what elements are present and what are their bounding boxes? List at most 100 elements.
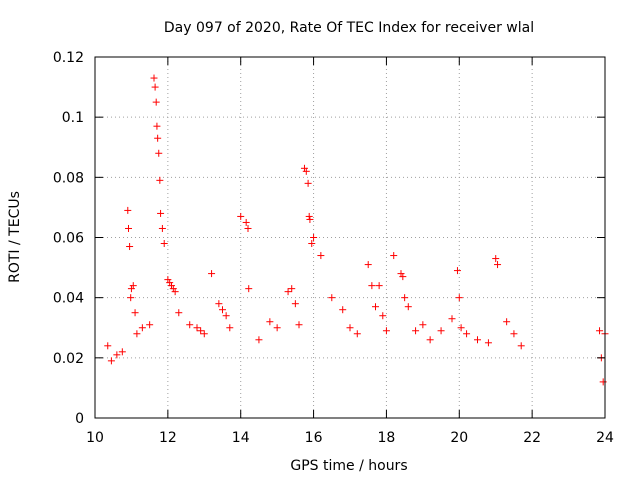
data-point <box>164 276 172 284</box>
data-point <box>364 261 372 269</box>
data-point <box>308 240 316 248</box>
x-tick-label: 22 <box>523 430 541 446</box>
data-point <box>306 215 314 223</box>
data-point <box>284 288 292 296</box>
data-point <box>175 309 183 317</box>
data-point <box>127 285 135 293</box>
data-point <box>375 282 383 290</box>
data-point <box>158 224 166 232</box>
data-point <box>453 267 461 275</box>
data-point <box>197 327 205 335</box>
data-point <box>599 378 607 386</box>
data-point <box>404 303 412 311</box>
x-tick-label: 24 <box>596 430 614 446</box>
data-point <box>346 324 354 332</box>
data-point <box>455 294 463 302</box>
data-point <box>168 282 175 290</box>
tick-labels: 10 12 14 16 18 20 22 24 0 0.02 0.04 0.06 0.08 0.1 0.12 <box>53 50 614 446</box>
data-point <box>151 83 159 91</box>
data-point <box>328 294 336 302</box>
data-point <box>353 330 361 338</box>
data-point <box>474 336 481 344</box>
data-point <box>368 282 376 290</box>
data-point <box>146 321 154 329</box>
data-point <box>503 318 511 326</box>
data-point <box>226 324 234 332</box>
x-tick-label: 16 <box>305 430 323 446</box>
x-tick-label: 14 <box>232 430 250 446</box>
data-point <box>379 312 387 320</box>
data-point <box>463 330 471 338</box>
data-point <box>222 312 230 320</box>
data-point <box>138 324 146 332</box>
data-point <box>437 327 445 335</box>
data-point <box>169 285 177 293</box>
data-point <box>193 324 201 332</box>
data-points <box>104 74 609 386</box>
data-point <box>125 224 133 232</box>
data-point <box>154 134 162 142</box>
chart-title: Day 097 of 2020, Rate Of TEC Index for r… <box>164 20 534 36</box>
data-point <box>127 294 135 302</box>
data-point <box>457 324 465 332</box>
data-point <box>448 315 456 323</box>
data-point <box>426 336 434 344</box>
data-point <box>492 255 500 263</box>
x-axis-title: GPS time / hours <box>290 458 407 474</box>
data-point <box>317 252 325 260</box>
data-point <box>288 285 296 293</box>
data-point <box>118 348 126 356</box>
data-point <box>244 224 252 232</box>
data-point <box>186 321 194 329</box>
data-point <box>124 206 132 214</box>
data-point <box>245 285 253 293</box>
data-point <box>596 327 604 335</box>
data-point <box>153 122 161 130</box>
data-point <box>295 321 303 329</box>
data-point <box>302 167 310 175</box>
x-tick-label: 10 <box>86 430 104 446</box>
y-tick-label: 0.04 <box>53 291 84 307</box>
data-point <box>242 218 250 226</box>
data-point <box>397 270 405 278</box>
y-tick-label: 0.08 <box>53 170 84 186</box>
data-point <box>133 330 141 338</box>
data-point <box>510 330 518 338</box>
data-point <box>166 279 174 287</box>
data-point <box>412 327 420 335</box>
data-point <box>494 261 502 269</box>
data-point <box>266 318 274 326</box>
data-point <box>219 306 226 314</box>
data-point <box>155 149 163 157</box>
data-point <box>107 357 115 365</box>
data-point <box>517 342 525 350</box>
data-point <box>291 300 299 308</box>
data-point <box>304 179 312 187</box>
data-point <box>160 240 168 248</box>
data-point <box>156 176 164 184</box>
data-point <box>126 243 134 251</box>
data-point <box>399 273 407 281</box>
data-point <box>208 270 216 278</box>
y-tick-label: 0.02 <box>53 351 84 367</box>
data-point <box>113 351 121 359</box>
y-tick-label: 0.06 <box>53 231 84 247</box>
data-point <box>200 330 208 338</box>
data-point <box>310 234 318 241</box>
axis-ticks <box>94 56 606 419</box>
grid-lines <box>95 57 605 418</box>
x-tick-label: 18 <box>378 430 396 446</box>
data-point <box>339 306 347 314</box>
data-point <box>300 164 308 172</box>
data-point <box>152 98 160 106</box>
data-point <box>382 327 390 335</box>
data-point <box>305 212 313 220</box>
data-point <box>157 209 165 217</box>
data-point <box>273 324 281 332</box>
data-point <box>419 321 427 329</box>
data-point <box>255 336 263 344</box>
data-point <box>237 212 245 220</box>
data-point <box>171 288 179 296</box>
y-tick-label: 0.1 <box>62 110 84 126</box>
